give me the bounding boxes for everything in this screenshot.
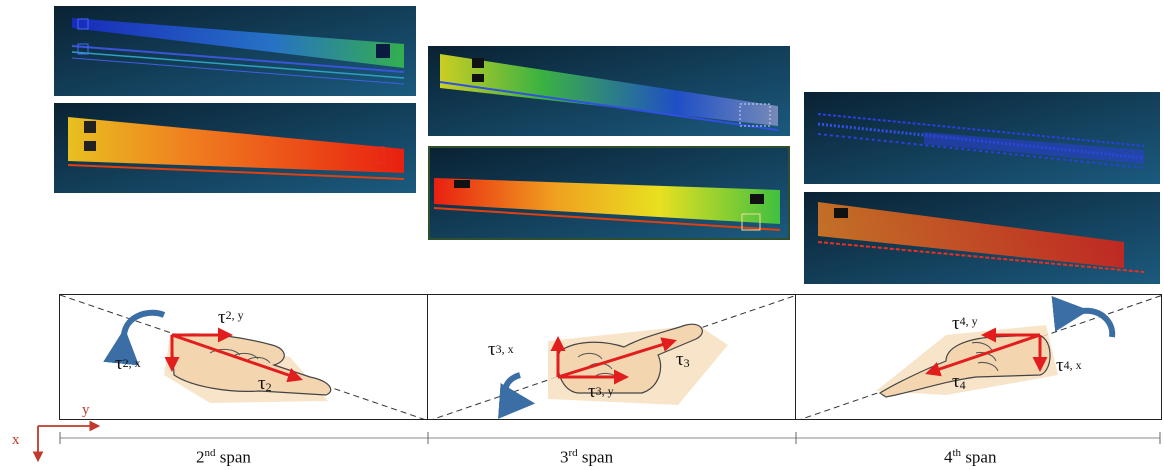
panel-span4: τ4, y τ4, x τ4 [795,294,1162,420]
span-ruler [59,432,1161,444]
label-tau: τ2 [258,373,272,394]
tau-arrow [557,337,677,379]
pointcloud-span4-bottom [804,192,1160,284]
panel-span2: τ2, y τ2, x τ2 [59,294,428,420]
pointcloud-span3-bottom [428,146,790,240]
pointcloud-span2-bottom [54,103,416,193]
label-tau-y: τ4, y [952,313,978,334]
tau-arrow [171,333,303,383]
pointcloud-span2-top [54,6,416,96]
pointcloud-span4-top [804,92,1160,184]
label-tau-y: τ2, y [218,307,244,328]
rotation-arrow-icon [103,309,166,366]
span-label-3: 3rd span [560,447,614,467]
rotation-arrow-icon [1051,295,1116,338]
label-tau-x: τ3, x [488,339,514,360]
hand-icon [548,323,728,405]
label-tau-y: τ3, y [588,381,614,402]
label-tau: τ3 [676,349,690,370]
label-tau: τ4 [952,371,966,392]
label-tau-x: τ4, x [1056,355,1082,376]
span-label-4: 4th span [944,447,997,467]
tau-arrow [925,333,1041,377]
pointcloud-span3-top [428,46,790,136]
panel-span3: τ3, x τ3, y τ3 [427,294,796,420]
rotation-arrow-icon [497,372,536,419]
axis-label-y: y [82,402,90,418]
span-label-2: 2nd span [196,447,251,467]
axis-label-x: x [12,432,20,448]
label-tau-x: τ2, x [115,353,141,374]
hand-icon [164,333,332,403]
coordinate-axes [32,420,101,463]
